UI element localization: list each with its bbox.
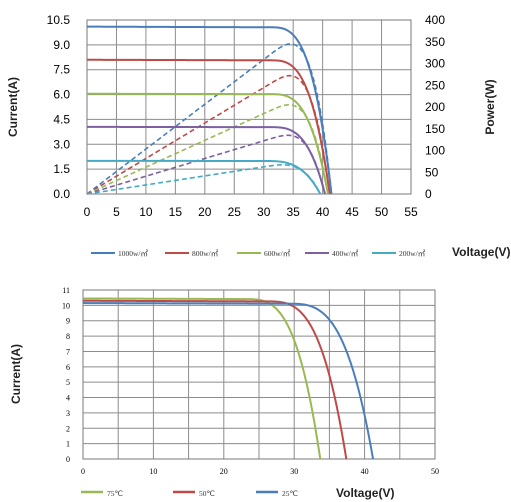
y-left-tick-label: 9.0 [53, 38, 70, 52]
y-tick-label: 0 [66, 455, 70, 464]
legend-label: 1000w/㎡ [118, 249, 149, 258]
y-right-tick-label: 400 [425, 13, 445, 27]
iv-curve-line [86, 58, 331, 195]
y-right-tick-label: 250 [425, 78, 445, 92]
y-right-tick-label: 300 [425, 57, 445, 71]
x-tick-label: 50 [375, 205, 389, 219]
legend-label: 50℃ [199, 489, 216, 498]
y-left-tick-label: 3.0 [53, 137, 70, 151]
y-left-tick-label: 1.5 [53, 162, 70, 176]
chart-irradiance: 0 5 10 15 20 25 30 35 40 45 50 55 0.0 1.5 3.0 4.5 6.0 7.5… [6, 13, 510, 259]
y-right-tick-label: 350 [425, 35, 445, 49]
y-tick-label: 8 [66, 332, 70, 341]
x-tick-label: 45 [345, 205, 359, 219]
x-tick-label: 0 [84, 205, 91, 219]
y-tick-label: 3 [66, 409, 70, 418]
y-tick-label: 5 [66, 378, 70, 387]
iv-curve-line [82, 299, 348, 460]
y-left-tick-label: 0.0 [53, 187, 70, 201]
y-tick-label: 7 [66, 347, 70, 356]
iv-curve-line [82, 297, 322, 460]
x-tick-label: 30 [257, 205, 271, 219]
legend-label: 25℃ [282, 489, 299, 498]
x-tick-label: 15 [169, 205, 183, 219]
legend-label: 800w/㎡ [192, 249, 219, 258]
x-axis-title: Voltage(V) [452, 245, 510, 259]
power-curve-line [86, 43, 333, 195]
y-tick-label: 4 [66, 394, 70, 403]
x-tick-label: 0 [81, 467, 85, 476]
power-curve-line [86, 134, 325, 195]
y-tick-label: 2 [66, 424, 70, 433]
y-left-tick-label: 6.0 [53, 88, 70, 102]
legend-label: 400w/㎡ [332, 249, 359, 258]
y-left-tick-label: 7.5 [53, 63, 70, 77]
x-tick-label: 30 [290, 467, 298, 476]
y-right-axis-title: Power(W) [483, 79, 497, 134]
x-tick-label: 35 [287, 205, 301, 219]
iv-curve-line [83, 302, 375, 460]
legend-label: 600w/㎡ [264, 249, 291, 258]
chart-temperature: 0 10 20 30 40 50 0 1 2 3 4 5 6 7 8 9 10 11 Current(A) Volta… [9, 286, 439, 500]
x-tick-label: 40 [361, 467, 369, 476]
legend-label: 75℃ [107, 489, 124, 498]
iv-curve-line [87, 159, 322, 195]
y-left-tick-label: 4.5 [53, 112, 70, 126]
y-axis-title: Current(A) [9, 344, 23, 404]
y-tick-label: 11 [62, 286, 70, 295]
y-right-tick-label: 150 [425, 122, 445, 136]
x-tick-label: 40 [316, 205, 330, 219]
y-right-tick-label: 0 [425, 187, 432, 201]
x-tick-label: 20 [220, 467, 228, 476]
y-tick-label: 6 [66, 363, 70, 372]
y-right-tick-label: 100 [425, 144, 445, 158]
x-tick-label: 50 [431, 467, 439, 476]
x-tick-label: 10 [139, 205, 153, 219]
iv-curve-line [87, 125, 326, 195]
x-axis-title: Voltage(V) [336, 486, 394, 500]
y-left-axis-title: Current(A) [6, 77, 20, 137]
legend-label: 200w/㎡ [399, 249, 426, 258]
x-tick-label: 55 [404, 205, 418, 219]
y-tick-label: 10 [62, 301, 70, 310]
x-tick-label: 20 [198, 205, 212, 219]
x-tick-label: 10 [149, 467, 157, 476]
y-left-tick-label: 10.5 [47, 13, 71, 27]
x-tick-label: 25 [228, 205, 242, 219]
plot-frame [82, 289, 436, 460]
power-curve-line [86, 74, 330, 195]
y-right-tick-label: 50 [425, 165, 439, 179]
iv-curve-line [86, 92, 329, 195]
plot-frame [86, 19, 412, 195]
power-curve-line [86, 104, 328, 195]
iv-curve-line [87, 25, 333, 195]
power-curve-line [86, 164, 321, 195]
y-tick-label: 9 [66, 317, 70, 326]
y-tick-label: 1 [66, 440, 70, 449]
y-right-tick-label: 200 [425, 100, 445, 114]
x-tick-label: 5 [113, 205, 120, 219]
